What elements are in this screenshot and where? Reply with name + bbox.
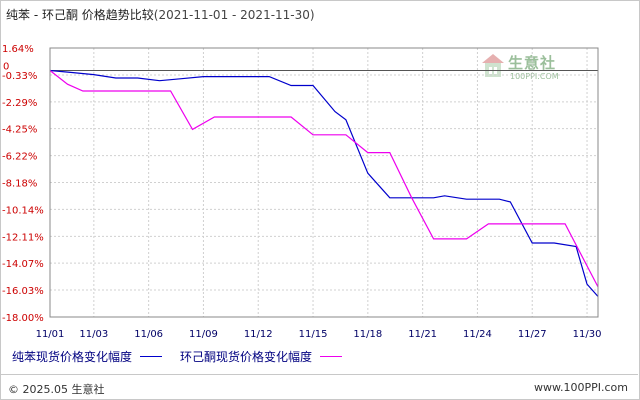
y-tick-label: -4.25% [2,125,37,136]
legend-item-benzene: 纯苯现货价格变化幅度 [12,348,163,365]
y-tick-label: -8.18% [2,179,37,190]
title-date-range: (2021-11-01 - 2021-11-30) [153,8,315,22]
chart-grid [49,47,598,318]
logo-sub: 100PPI.COM [510,72,559,81]
y-tick-label: -10.14% [2,205,44,216]
y-axis-ticks: 1.64% -0.33% -2.29% -4.25% -6.22% -8.18% -10.1… [2,44,44,324]
legend-swatch-cyclohexanone [320,356,343,357]
x-tick-label: 11/03 [79,329,108,340]
footer-url: www.100PPI.com [534,381,628,394]
y-tick-label: -0.33% [2,71,37,82]
series-line-2 [49,70,599,288]
y-tick-label: 1.64% [2,44,34,55]
y-tick-label: -6.22% [2,152,37,163]
y-tick-label: -14.07% [2,259,44,270]
x-tick-label: 11/21 [408,329,437,340]
series-line-1 [49,69,599,297]
logo-name: 生意社 [508,54,557,72]
legend-label-benzene: 纯苯现货价格变化幅度 [12,350,133,364]
x-tick-label: 11/15 [299,329,328,340]
y-tick-label: -18.00% [2,313,44,324]
x-tick-label: 11/30 [573,329,602,340]
chart-legend: 纯苯现货价格变化幅度 环己酮现货价格变化幅度 [12,348,360,365]
x-tick-label: 11/27 [518,329,547,340]
plot-border [49,47,599,318]
watermark-logo: 生意社 100PPI.COM [480,50,580,86]
x-tick-label: 11/18 [353,329,382,340]
x-axis-ticks: 11/01 11/03 11/06 11/09 11/12 11/15 11/18 11/21… [36,329,602,340]
x-tick-label: 11/09 [189,329,218,340]
zero-label: 0 [3,61,9,72]
legend-label-cyclohexanone: 环己酮现货价格变化幅度 [180,350,313,364]
x-tick-label: 11/01 [36,329,65,340]
y-tick-label: -12.11% [2,232,44,243]
title-main: 纯苯 - 环己酮 价格趋势比较 [6,8,154,22]
x-tick-label: 11/24 [463,329,492,340]
chart-title: 纯苯 - 环己酮 价格趋势比较(2021-11-01 - 2021-11-30) [6,6,315,23]
legend-item-cyclohexanone: 环己酮现货价格变化幅度 [180,348,343,365]
legend-swatch-benzene [140,356,163,357]
y-tick-label: -2.29% [2,98,37,109]
chart-series [49,69,599,297]
footer-copyright: © 2025.05 生意社 [8,383,105,396]
x-tick-label: 11/06 [134,329,163,340]
x-tick-label: 11/12 [244,329,273,340]
footer: © 2025.05 生意社 www.100PPI.com [0,374,638,399]
y-tick-label: -16.03% [2,286,44,297]
